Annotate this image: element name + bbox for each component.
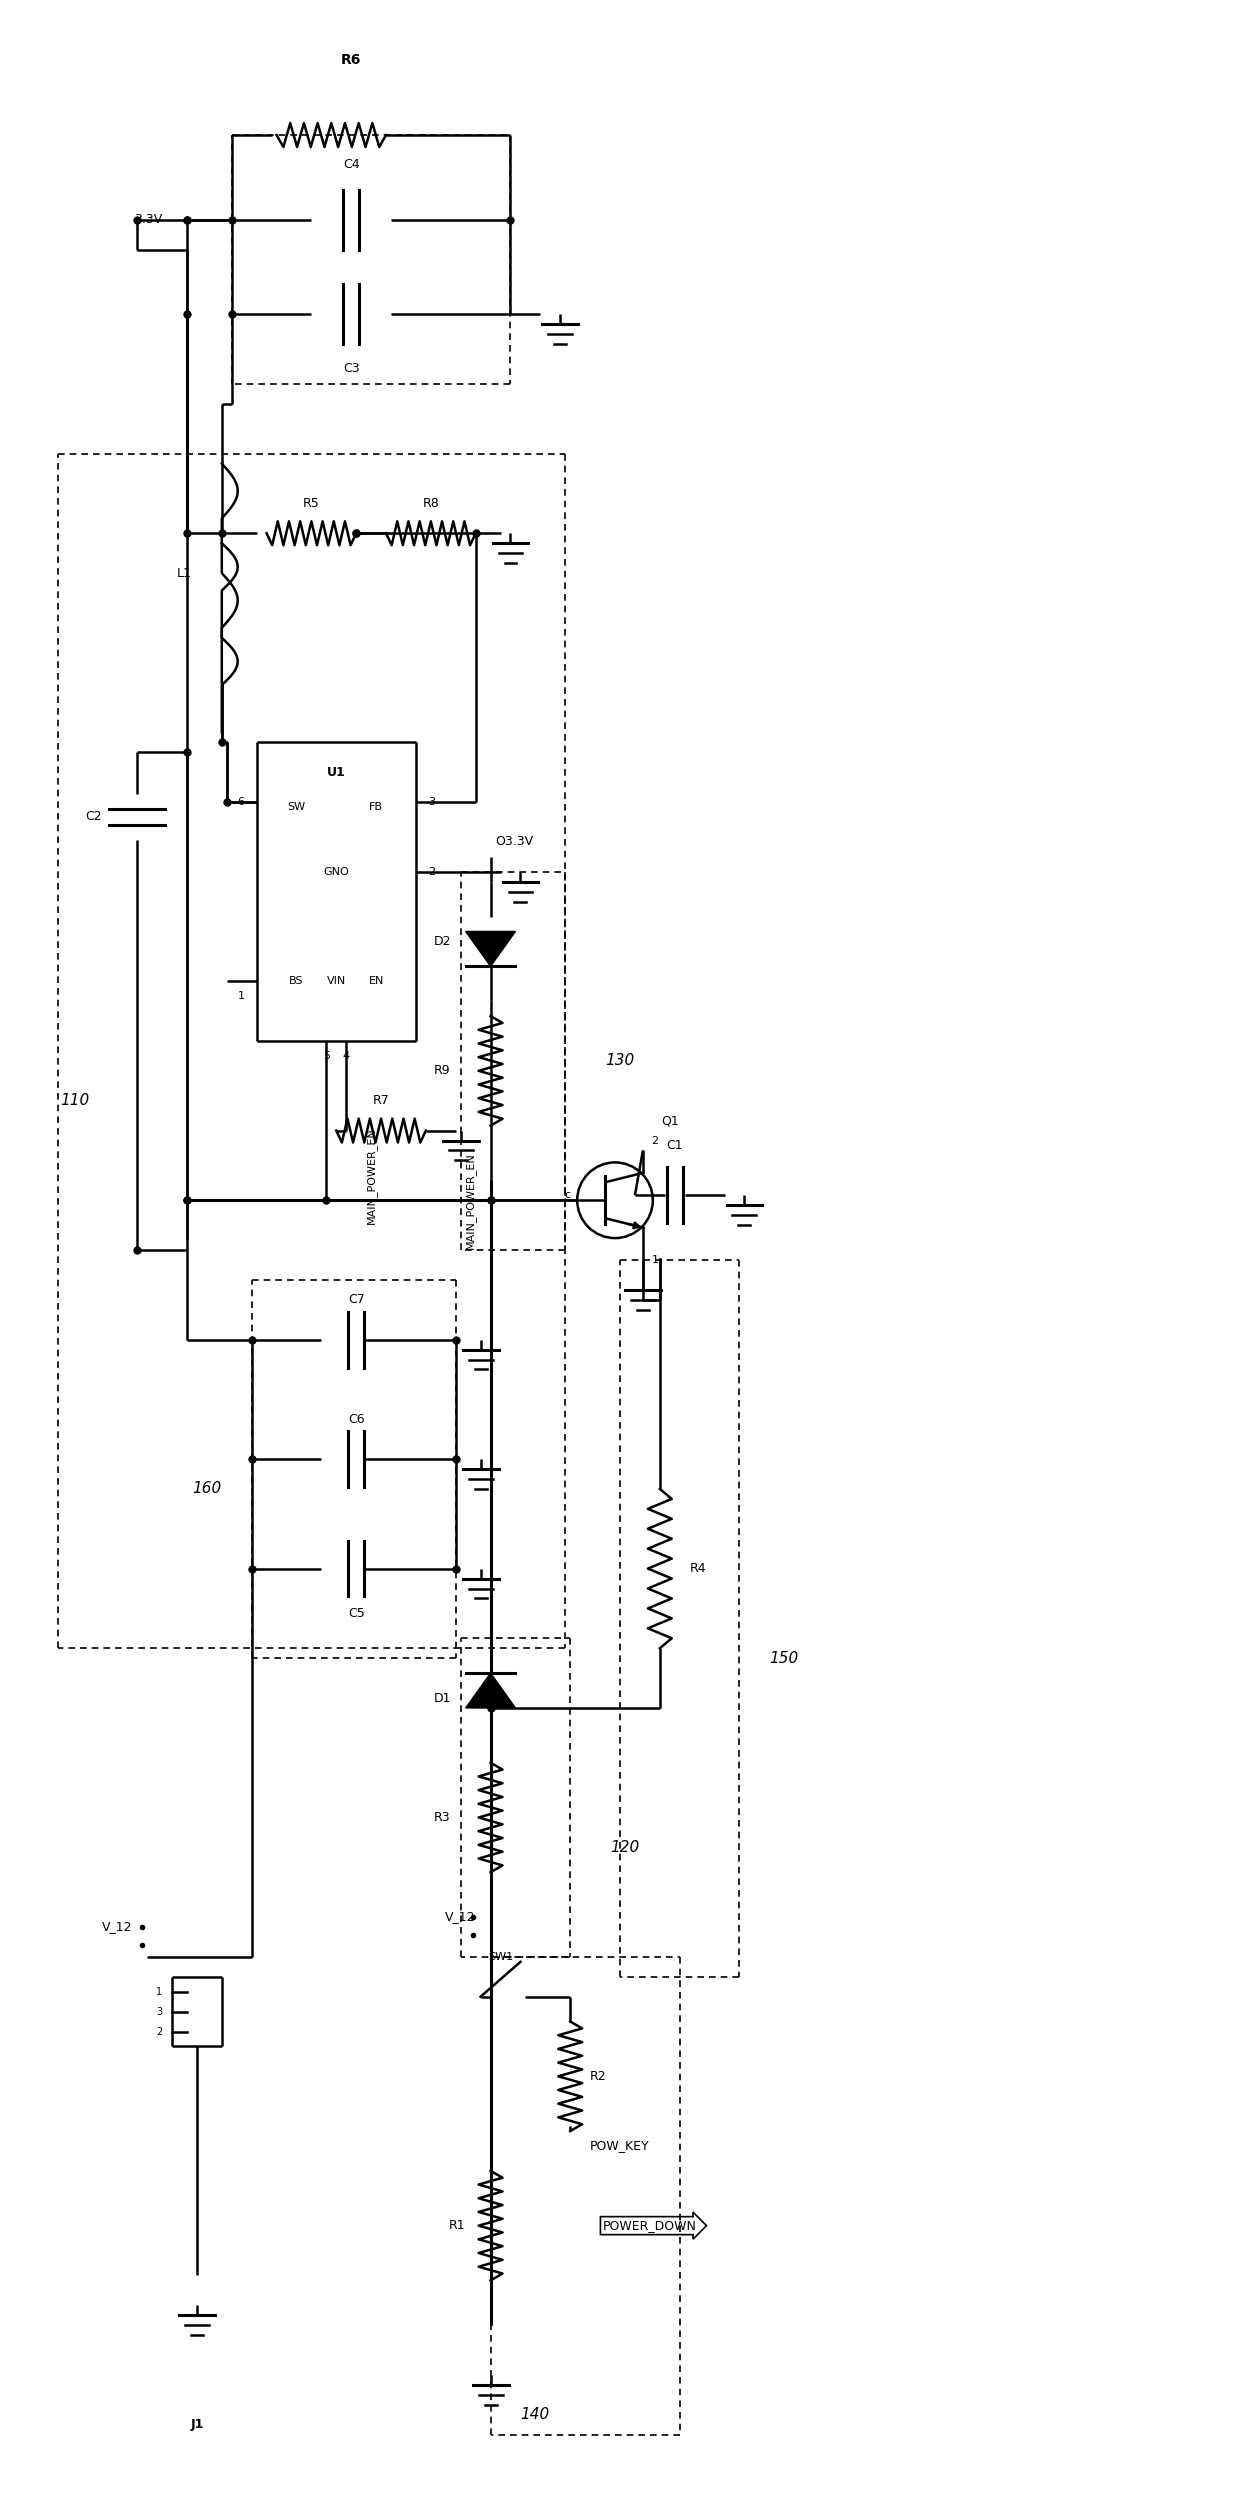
- Text: BS: BS: [289, 975, 304, 985]
- Text: R1: R1: [449, 2219, 466, 2232]
- Text: C1: C1: [666, 1138, 683, 1151]
- Text: 110: 110: [60, 1093, 89, 1108]
- Text: 120: 120: [610, 1840, 640, 1855]
- Text: R6: R6: [341, 53, 361, 68]
- Text: R8: R8: [423, 498, 439, 510]
- Text: 6: 6: [238, 797, 244, 807]
- Text: MAIN_POWER_EN: MAIN_POWER_EN: [465, 1151, 476, 1249]
- Text: C7: C7: [347, 1294, 365, 1307]
- Text: R5: R5: [303, 498, 320, 510]
- Text: SW: SW: [288, 802, 305, 812]
- Text: 140: 140: [521, 2407, 549, 2423]
- Text: SW1: SW1: [489, 1953, 513, 1963]
- Text: MAIN_POWER_EN: MAIN_POWER_EN: [366, 1126, 377, 1224]
- Text: V_12: V_12: [445, 1910, 476, 1922]
- Text: EN: EN: [368, 975, 384, 985]
- Text: R9: R9: [434, 1066, 451, 1078]
- Text: 3: 3: [156, 2005, 162, 2015]
- Text: 160: 160: [192, 1483, 222, 1495]
- Text: 150: 150: [769, 1651, 799, 1666]
- Text: U1: U1: [327, 766, 346, 779]
- Text: 2: 2: [428, 867, 435, 877]
- Text: R4: R4: [689, 1563, 707, 1576]
- Text: J1: J1: [190, 2418, 203, 2430]
- Text: 1: 1: [238, 990, 244, 1000]
- Text: L1: L1: [177, 565, 192, 581]
- Text: FB: FB: [370, 802, 383, 812]
- Text: R2: R2: [590, 2071, 606, 2083]
- Text: 3.3V: 3.3V: [134, 214, 162, 226]
- Text: 4: 4: [342, 1050, 350, 1060]
- Text: 3: 3: [428, 797, 435, 807]
- Text: POWER_DOWN: POWER_DOWN: [603, 2219, 697, 2232]
- Text: 130: 130: [605, 1053, 635, 1068]
- Text: 2: 2: [156, 2025, 162, 2036]
- Text: GNO: GNO: [324, 867, 350, 877]
- Text: POW_KEY: POW_KEY: [590, 2139, 650, 2154]
- Text: D1: D1: [433, 1691, 451, 1704]
- Polygon shape: [466, 932, 516, 968]
- Text: 5: 5: [322, 1050, 330, 1060]
- Text: C4: C4: [343, 158, 360, 171]
- Text: 2: 2: [651, 1136, 658, 1146]
- Text: D2: D2: [433, 935, 451, 947]
- Text: C2: C2: [86, 812, 103, 824]
- Text: Q1: Q1: [661, 1113, 678, 1128]
- Text: V_12: V_12: [102, 1920, 133, 1932]
- Text: 1: 1: [651, 1254, 658, 1264]
- Text: c: c: [564, 1191, 570, 1201]
- Text: R7: R7: [373, 1093, 389, 1108]
- Text: C5: C5: [347, 1606, 365, 1621]
- Text: C3: C3: [343, 362, 360, 374]
- Polygon shape: [466, 1674, 516, 1709]
- Text: 1: 1: [156, 1988, 162, 1998]
- Text: C6: C6: [348, 1412, 365, 1425]
- Text: VIN: VIN: [326, 975, 346, 985]
- Text: R3: R3: [434, 1812, 451, 1824]
- Text: O3.3V: O3.3V: [496, 834, 533, 849]
